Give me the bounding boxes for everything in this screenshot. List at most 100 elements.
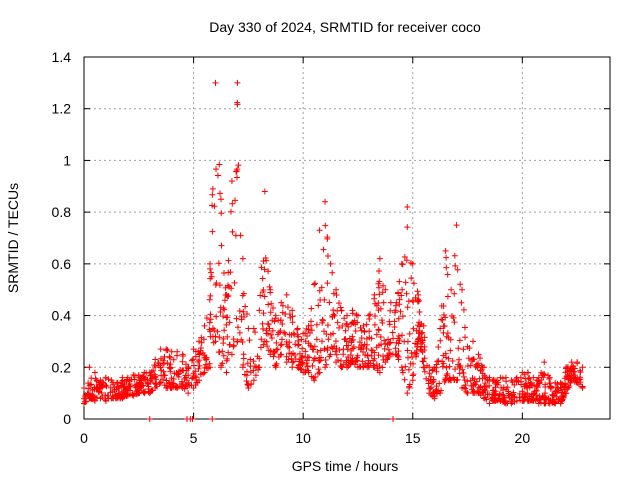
data-point bbox=[530, 397, 537, 404]
data-point bbox=[316, 287, 323, 294]
data-point bbox=[453, 377, 460, 384]
data-point bbox=[283, 359, 290, 366]
data-point bbox=[141, 390, 148, 397]
data-point bbox=[418, 330, 425, 337]
data-point bbox=[380, 299, 387, 306]
data-point bbox=[161, 382, 168, 389]
data-point bbox=[464, 378, 471, 385]
data-point bbox=[157, 379, 164, 386]
data-point bbox=[164, 360, 171, 367]
data-point bbox=[428, 384, 435, 391]
data-point bbox=[302, 353, 309, 360]
data-point bbox=[480, 395, 487, 402]
data-point bbox=[213, 313, 220, 320]
x-tick-label: 5 bbox=[190, 430, 198, 446]
data-point bbox=[448, 377, 455, 384]
data-point bbox=[197, 370, 204, 377]
data-point bbox=[239, 292, 246, 299]
data-point bbox=[98, 389, 105, 396]
data-point bbox=[396, 278, 403, 285]
data-point bbox=[141, 369, 148, 376]
data-point bbox=[231, 279, 238, 286]
data-point bbox=[217, 364, 224, 371]
data-point bbox=[395, 335, 402, 342]
data-point bbox=[402, 363, 409, 370]
data-point bbox=[272, 364, 279, 371]
data-point bbox=[131, 376, 138, 383]
data-point bbox=[298, 336, 305, 343]
data-point bbox=[536, 380, 543, 387]
data-point bbox=[212, 281, 219, 288]
data-point bbox=[337, 362, 344, 369]
data-point bbox=[258, 264, 265, 271]
data-point bbox=[153, 381, 160, 388]
data-point bbox=[363, 321, 370, 328]
data-point bbox=[505, 388, 512, 395]
data-point bbox=[519, 388, 526, 395]
data-point bbox=[192, 353, 199, 360]
data-point bbox=[167, 368, 174, 375]
data-point bbox=[460, 369, 467, 376]
data-point bbox=[395, 315, 402, 322]
y-tick-labels: 0 0.2 0.4 0.6 0.8 1 1.2 1.4 bbox=[52, 49, 72, 427]
data-point bbox=[261, 266, 268, 273]
data-point bbox=[224, 333, 231, 340]
data-point bbox=[102, 374, 109, 381]
data-point bbox=[480, 364, 487, 371]
data-point bbox=[401, 338, 408, 345]
data-point bbox=[333, 351, 340, 358]
data-point bbox=[409, 354, 416, 361]
data-point bbox=[278, 299, 285, 306]
data-point bbox=[452, 262, 459, 269]
data-point bbox=[160, 357, 167, 364]
data-point bbox=[81, 400, 87, 407]
data-point bbox=[412, 340, 419, 347]
data-point bbox=[273, 339, 280, 346]
data-point bbox=[333, 286, 340, 293]
data-point bbox=[238, 316, 245, 323]
data-point bbox=[209, 202, 216, 209]
grid-lines bbox=[84, 57, 610, 419]
data-point bbox=[228, 208, 235, 215]
data-point bbox=[232, 197, 239, 204]
data-point bbox=[201, 352, 208, 359]
data-point bbox=[317, 347, 324, 354]
data-point bbox=[286, 350, 293, 357]
data-point bbox=[350, 344, 357, 351]
data-point bbox=[530, 374, 537, 381]
data-point bbox=[333, 345, 340, 352]
data-point bbox=[196, 357, 203, 364]
data-point bbox=[421, 334, 428, 341]
data-point bbox=[419, 329, 426, 336]
data-point bbox=[387, 299, 394, 306]
data-point bbox=[464, 363, 471, 370]
data-point bbox=[311, 355, 318, 362]
data-point bbox=[448, 313, 455, 320]
data-point bbox=[159, 376, 166, 383]
data-point bbox=[223, 291, 230, 298]
data-point bbox=[508, 396, 515, 403]
data-point bbox=[437, 325, 444, 332]
data-point bbox=[195, 365, 202, 372]
data-point bbox=[410, 360, 417, 367]
data-point bbox=[303, 360, 310, 367]
data-point bbox=[438, 387, 445, 394]
data-point bbox=[325, 336, 332, 343]
data-point bbox=[371, 291, 378, 298]
data-point bbox=[206, 319, 213, 326]
data-point bbox=[215, 260, 222, 267]
data-point bbox=[403, 290, 410, 297]
data-point bbox=[203, 315, 210, 322]
data-point bbox=[519, 369, 526, 376]
data-point bbox=[278, 341, 285, 348]
data-point bbox=[97, 377, 104, 384]
data-point bbox=[324, 252, 331, 259]
data-point bbox=[395, 348, 402, 355]
data-point bbox=[502, 374, 509, 381]
data-point bbox=[477, 355, 484, 362]
data-point bbox=[421, 355, 428, 362]
data-point bbox=[228, 351, 235, 358]
data-point bbox=[444, 370, 451, 377]
data-point bbox=[151, 362, 158, 369]
data-point bbox=[445, 334, 452, 341]
